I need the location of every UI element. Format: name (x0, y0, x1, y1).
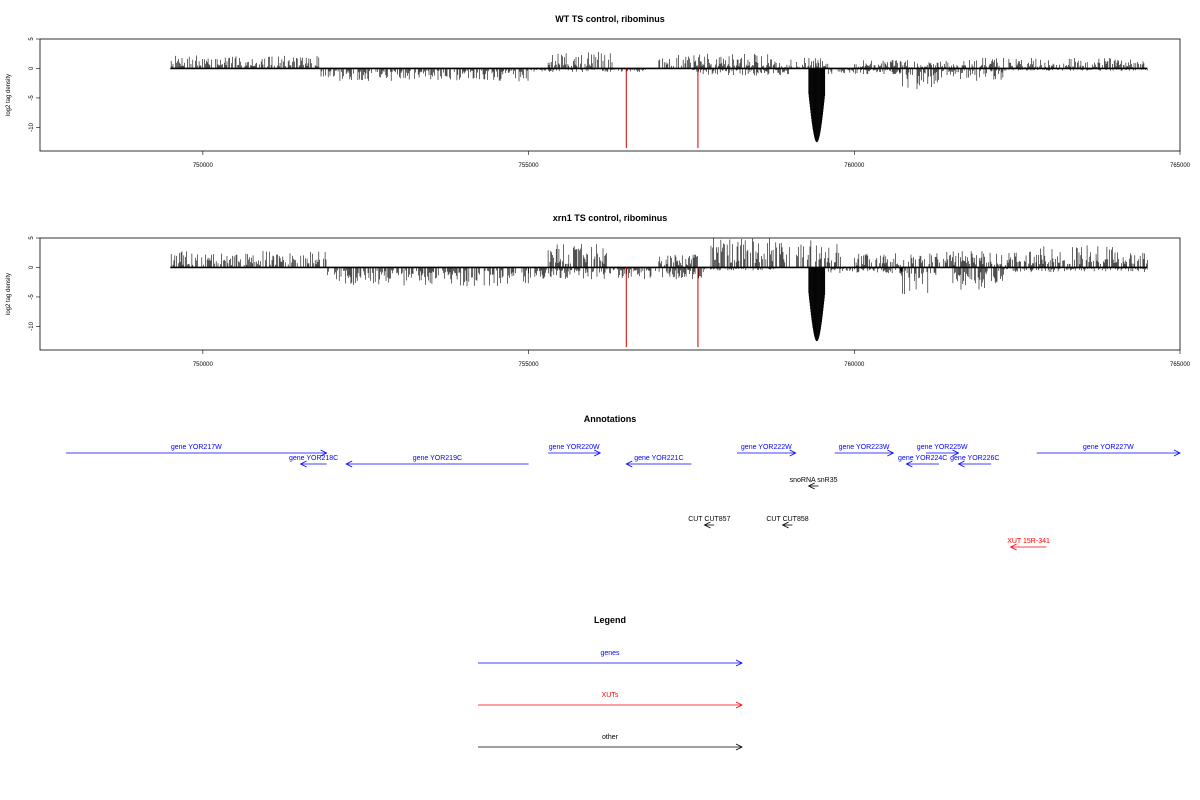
arrow-head (807, 482, 815, 490)
annotation-label: gene YOR218C (289, 455, 338, 462)
x-tick-label: 750000 (193, 362, 214, 368)
annotation-feature: gene YOR223W (834, 444, 895, 457)
annotation-feature: XUT 15R-341 (1007, 538, 1050, 551)
arrow-head (320, 449, 328, 457)
annotation-feature: gene YOR222W (737, 444, 797, 457)
panel-title: WT TS control, ribominus (555, 14, 665, 24)
y-axis-label: log2 tag density (6, 74, 12, 116)
annotations-title: Annotations (584, 414, 637, 424)
annotation-feature: gene YOR221C (625, 455, 692, 468)
arrow-head (703, 521, 711, 529)
annotation-label: gene YOR227W (1083, 444, 1134, 451)
arrow-head (952, 449, 960, 457)
annotation-label: gene YOR220W (549, 444, 600, 451)
panel-2: xrn1 TS control, ribominus 5 0 -5 -10 log2 ta… (6, 213, 1191, 368)
annotation-label: CUT CUT857 (688, 516, 730, 523)
signal-panels: WT TS control, ribominus 5 0 -5 -10 log2 tag … (6, 14, 1191, 368)
legend-label: genes (600, 650, 620, 657)
x-tick-label: 760000 (844, 163, 865, 169)
annotation-feature: CUT CUT857 (688, 516, 731, 529)
annotation-label: gene YOR225W (917, 444, 968, 451)
signal-bars (170, 52, 1148, 143)
y-tick-label: 5 (29, 37, 35, 41)
x-tick-label: 750000 (193, 163, 214, 169)
annotation-feature: CUT CUT858 (766, 516, 809, 529)
arrow-head (345, 460, 353, 468)
arrow-head (1173, 449, 1181, 457)
annotation-feature: gene YOR225W (917, 444, 968, 457)
annotation-feature: gene YOR224C (898, 455, 947, 468)
y-tick-label: 0 (29, 66, 35, 70)
annotation-label: gene YOR226C (950, 455, 999, 462)
annotation-label: gene YOR221C (634, 455, 683, 462)
legend-label: XUTs (602, 692, 619, 699)
annotation-label: gene YOR223W (839, 444, 890, 451)
arrow-head (957, 460, 965, 468)
legend-items: genes XUTs other (478, 650, 743, 751)
annotation-label: gene YOR224C (898, 455, 947, 462)
arrow-head (625, 460, 633, 468)
arrow-head (594, 449, 602, 457)
annotation-label: gene YOR219C (413, 455, 462, 462)
y-tick-label: -5 (29, 95, 35, 101)
x-tick-label: 755000 (519, 163, 540, 169)
annotation-label: XUT 15R-341 (1007, 538, 1050, 545)
arrow-head (735, 743, 743, 751)
arrow-head (1009, 543, 1017, 551)
y-tick-label: -10 (29, 122, 35, 131)
panel-1: WT TS control, ribominus 5 0 -5 -10 log2 tag … (6, 14, 1191, 169)
plot-frame (39, 38, 1181, 152)
y-tick-label: -10 (29, 321, 35, 330)
annotation-feature: gene YOR219C (345, 455, 529, 468)
x-tick-label: 755000 (519, 362, 540, 368)
y-axis-label: log2 tag density (6, 273, 12, 315)
x-tick-label: 760000 (844, 362, 865, 368)
legend-label: other (602, 734, 619, 741)
arrow-head (789, 449, 797, 457)
annotation-label: gene YOR222W (741, 444, 792, 451)
legend-panel: Legend genes XUTs other (478, 615, 743, 751)
arrow-head (905, 460, 913, 468)
annotation-feature: gene YOR218C (289, 455, 338, 468)
annotation-feature: snoRNA snR35 (790, 477, 838, 490)
annotation-label: snoRNA snR35 (790, 477, 838, 484)
annotation-features: gene YOR217W gene YOR218C gene YOR219C gene… (66, 444, 1181, 551)
y-tick-label: -5 (29, 294, 35, 300)
plot-frame (39, 237, 1181, 351)
annotation-feature: gene YOR217W (66, 444, 328, 457)
legend-item: other (478, 734, 743, 751)
annotation-feature: gene YOR226C (950, 455, 999, 468)
annotation-label: CUT CUT858 (766, 516, 808, 523)
legend-title: Legend (594, 615, 626, 625)
annotation-feature: gene YOR220W (548, 444, 602, 457)
signal-bars (170, 238, 1148, 342)
arrow-head (299, 460, 307, 468)
y-tick-label: 0 (29, 265, 35, 269)
x-tick-label: 765000 (1170, 163, 1191, 169)
x-tick-label: 765000 (1170, 362, 1191, 368)
annotation-label: gene YOR217W (171, 444, 222, 451)
y-tick-label: 5 (29, 236, 35, 240)
legend-item: genes (478, 650, 743, 667)
legend-item: XUTs (478, 692, 743, 709)
panel-title: xrn1 TS control, ribominus (553, 213, 668, 223)
arrow-head (887, 449, 895, 457)
annotation-feature: gene YOR227W (1036, 444, 1181, 457)
arrow-head (735, 659, 743, 667)
arrow-head (781, 521, 789, 529)
arrow-head (735, 701, 743, 709)
